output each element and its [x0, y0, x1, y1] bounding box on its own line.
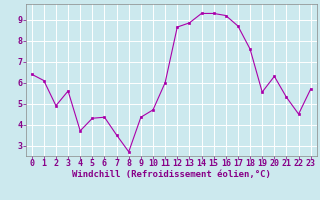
- X-axis label: Windchill (Refroidissement éolien,°C): Windchill (Refroidissement éolien,°C): [72, 170, 271, 179]
